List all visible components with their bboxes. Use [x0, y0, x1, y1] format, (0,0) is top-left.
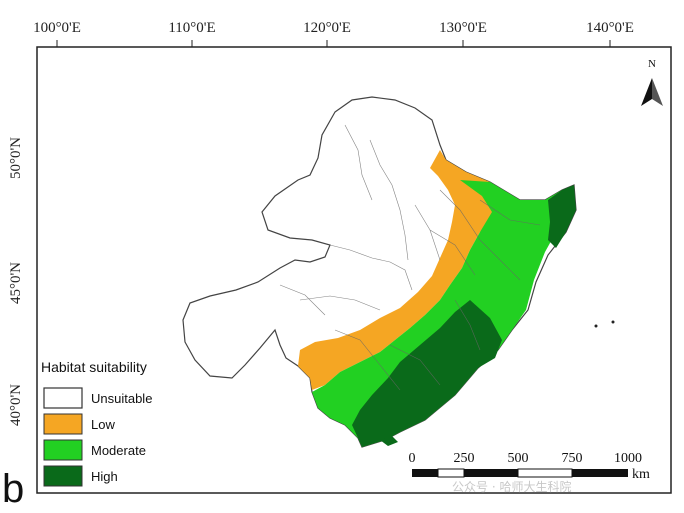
scale-tick-1000: 1000	[614, 451, 642, 466]
legend-label-high: High	[91, 469, 118, 484]
lon-label-130: 130°0'E	[439, 20, 487, 36]
zone-high	[548, 185, 576, 248]
island-south	[380, 436, 398, 446]
legend-swatch-high	[43, 465, 83, 487]
legend-title: Habitat suitability	[41, 359, 147, 375]
zone-high-south	[352, 300, 502, 447]
zone-moderate	[312, 180, 570, 447]
scale-tick-0: 0	[409, 451, 416, 466]
island-dot	[611, 320, 615, 324]
lon-label-100: 100°0'E	[33, 20, 81, 36]
watermark: 公众号 · 哈师大生科院	[452, 480, 571, 494]
legend: Habitat suitability Unsuitable Low Moder…	[41, 359, 152, 487]
legend-label-moderate: Moderate	[91, 443, 146, 458]
scale-bar: 0 250 500 750 1000 km	[409, 451, 651, 482]
scale-tick-500: 500	[508, 451, 529, 466]
scale-tick-250: 250	[454, 451, 475, 466]
lat-label-45: 45°0'N	[8, 262, 24, 304]
legend-label-low: Low	[91, 417, 115, 432]
panel-letter: b	[2, 467, 24, 511]
lon-label-120: 120°0'E	[303, 20, 351, 36]
zone-low	[298, 150, 505, 390]
lat-label-50: 50°0'N	[8, 137, 24, 179]
svg-text:N: N	[648, 58, 656, 70]
legend-swatch-moderate	[43, 439, 83, 461]
north-arrow-icon: N	[641, 58, 663, 106]
legend-label-unsuitable: Unsuitable	[91, 391, 152, 406]
scale-unit: km	[632, 467, 650, 482]
island-dot	[594, 324, 598, 328]
lon-label-140: 140°0'E	[586, 20, 634, 36]
legend-swatch-unsuitable	[43, 387, 83, 409]
legend-swatch-low	[43, 413, 83, 435]
lon-label-110: 110°0'E	[168, 20, 215, 36]
lat-label-40: 40°0'N	[8, 384, 24, 426]
scale-tick-750: 750	[562, 451, 583, 466]
top-ticks	[56, 40, 611, 47]
province-boundaries	[279, 124, 541, 391]
